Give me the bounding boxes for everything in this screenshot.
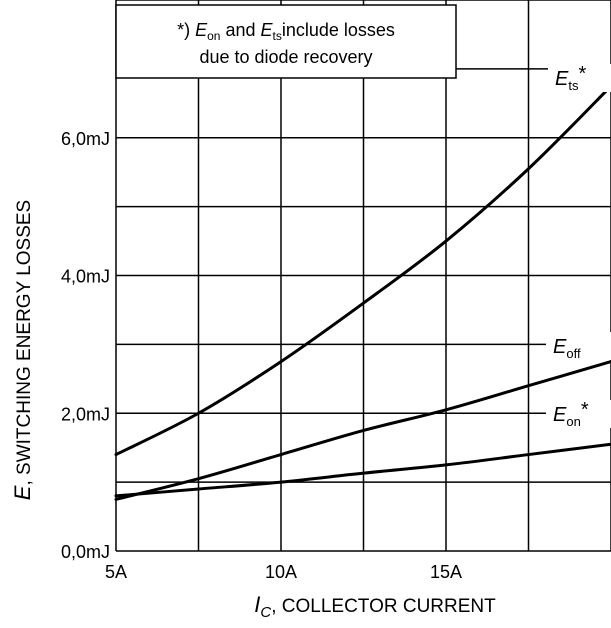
series-label-eoff: Eoff (546, 332, 611, 361)
x-axis-title-symbol: I (254, 592, 260, 617)
svg-text:Eoff: Eoff (553, 336, 581, 361)
series-label-ets: Ets* (548, 63, 611, 93)
series-line-eon (114, 442, 611, 498)
series-line-eoff (114, 360, 611, 501)
y-axis-title-text: , SWITCHING ENERGY LOSSES (14, 200, 35, 486)
x-axis-title-subscript: C (260, 604, 271, 621)
tick-labels: 0,0mJ 2,0mJ 4,0mJ 6,0mJ 5A 10A 15A (61, 129, 462, 582)
y-axis-title-symbol: E (10, 485, 35, 500)
x-tick-label: 10A (265, 562, 297, 582)
x-tick-label: 5A (105, 562, 127, 582)
y-axis-title: E, SWITCHING ENERGY LOSSES (10, 200, 35, 500)
grid (115, 0, 611, 552)
y-tick-label: 4,0mJ (61, 267, 110, 287)
y-tick-label: 2,0mJ (61, 404, 110, 424)
svg-text:Ets*: Ets* (555, 63, 586, 93)
annotation-box (115, 4, 457, 79)
series-label-eon: Eon* (546, 399, 611, 429)
y-tick-label: 0,0mJ (61, 542, 110, 562)
svg-text:Eon*: Eon* (553, 399, 589, 429)
series-line-ets (114, 84, 611, 457)
x-tick-label: 15A (430, 562, 462, 582)
annotation-line-1: *) Eon and Etsinclude losses (177, 20, 395, 43)
y-tick-label: 6,0mJ (61, 129, 110, 149)
series-lines (114, 84, 611, 501)
x-axis-title-text: , COLLECTOR CURRENT (271, 596, 496, 617)
x-axis-title: IC, COLLECTOR CURRENT (254, 592, 496, 621)
annotation-line-2: due to diode recovery (199, 47, 372, 67)
